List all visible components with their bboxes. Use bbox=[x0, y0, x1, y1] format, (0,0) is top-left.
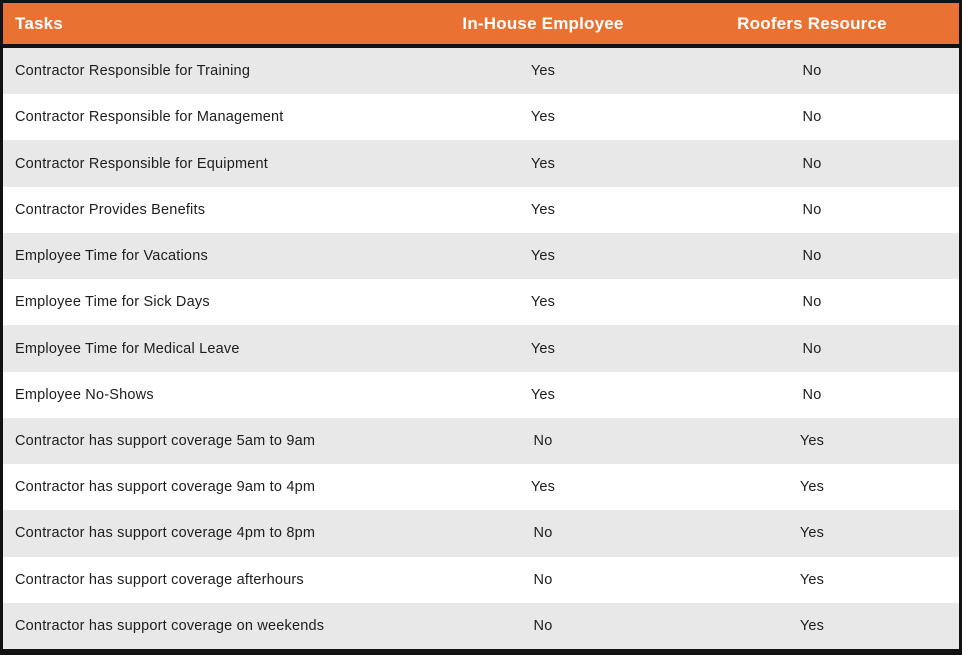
task-label: Contractor has support coverage on weeke… bbox=[15, 617, 325, 634]
roofers-resource-value: No bbox=[802, 63, 822, 80]
task-label: Contractor has support coverage 9am to 4… bbox=[15, 479, 316, 496]
task-label: Employee No-Shows bbox=[15, 386, 154, 403]
table-body: Contractor Responsible for Training Yes … bbox=[3, 48, 959, 650]
in-house-employee-value: Yes bbox=[530, 109, 556, 126]
task-label: Contractor Provides Benefits bbox=[15, 201, 206, 218]
table-row: Employee Time for Vacations Yes No bbox=[3, 232, 959, 280]
in-house-employee-value: No bbox=[533, 432, 553, 449]
table-row: Employee Time for Sick Days Yes No bbox=[3, 279, 959, 326]
table-row: Contractor has support coverage afterhou… bbox=[3, 556, 959, 603]
in-house-employee-value: Yes bbox=[530, 294, 556, 311]
roofers-resource-value: No bbox=[802, 155, 822, 172]
task-label: Employee Time for Vacations bbox=[15, 248, 208, 265]
column-header-tasks: Tasks bbox=[15, 13, 63, 33]
in-house-employee-value: Yes bbox=[530, 201, 556, 218]
in-house-employee-value: Yes bbox=[530, 63, 556, 80]
roofers-resource-value: Yes bbox=[799, 479, 825, 496]
column-header-roofers-resource: Roofers Resource bbox=[737, 13, 887, 33]
task-label: Employee Time for Medical Leave bbox=[15, 340, 240, 357]
in-house-employee-value: Yes bbox=[530, 479, 556, 496]
in-house-employee-value: No bbox=[533, 525, 553, 542]
table-row: Contractor has support coverage on weeke… bbox=[3, 602, 959, 650]
task-label: Contractor has support coverage afterhou… bbox=[15, 571, 304, 588]
in-house-employee-value: Yes bbox=[530, 155, 556, 172]
table-row: Contractor has support coverage 5am to 9… bbox=[3, 417, 959, 465]
in-house-employee-value: Yes bbox=[530, 340, 556, 357]
roofers-resource-value: Yes bbox=[799, 525, 825, 542]
task-label: Contractor Responsible for Equipment bbox=[15, 155, 269, 172]
roofers-resource-value: No bbox=[802, 340, 822, 357]
table-row: Contractor Responsible for Equipment Yes… bbox=[3, 140, 959, 187]
roofers-resource-value: No bbox=[802, 109, 822, 126]
table-row: Employee No-Shows Yes No bbox=[3, 371, 959, 418]
table-header-row: Tasks In-House Employee Roofers Resource bbox=[3, 3, 959, 48]
in-house-employee-value: Yes bbox=[530, 248, 556, 265]
roofers-resource-value: No bbox=[802, 248, 822, 265]
roofers-resource-value: No bbox=[802, 294, 822, 311]
table-row: Contractor Provides Benefits Yes No bbox=[3, 186, 959, 233]
roofers-resource-value: No bbox=[802, 386, 822, 403]
roofers-resource-value: Yes bbox=[799, 617, 825, 634]
roofers-resource-value: Yes bbox=[799, 432, 825, 449]
task-label: Contractor has support coverage 4pm to 8… bbox=[15, 525, 316, 542]
roofers-resource-value: Yes bbox=[799, 571, 825, 588]
column-header-in-house-employee: In-House Employee bbox=[462, 13, 624, 33]
in-house-employee-value: No bbox=[533, 617, 553, 634]
table-row: Contractor Responsible for Management Ye… bbox=[3, 94, 959, 141]
table-row: Contractor has support coverage 9am to 4… bbox=[3, 464, 959, 511]
roofers-resource-value: No bbox=[802, 201, 822, 218]
table-row: Contractor has support coverage 4pm to 8… bbox=[3, 510, 959, 557]
task-label: Contractor has support coverage 5am to 9… bbox=[15, 432, 316, 449]
task-label: Employee Time for Sick Days bbox=[15, 294, 210, 311]
task-label: Contractor Responsible for Training bbox=[15, 63, 251, 80]
in-house-employee-value: Yes bbox=[530, 386, 556, 403]
table-row: Employee Time for Medical Leave Yes No bbox=[3, 325, 959, 372]
task-label: Contractor Responsible for Management bbox=[15, 109, 284, 126]
table-row: Contractor Responsible for Training Yes … bbox=[3, 48, 959, 95]
in-house-employee-value: No bbox=[533, 571, 553, 588]
